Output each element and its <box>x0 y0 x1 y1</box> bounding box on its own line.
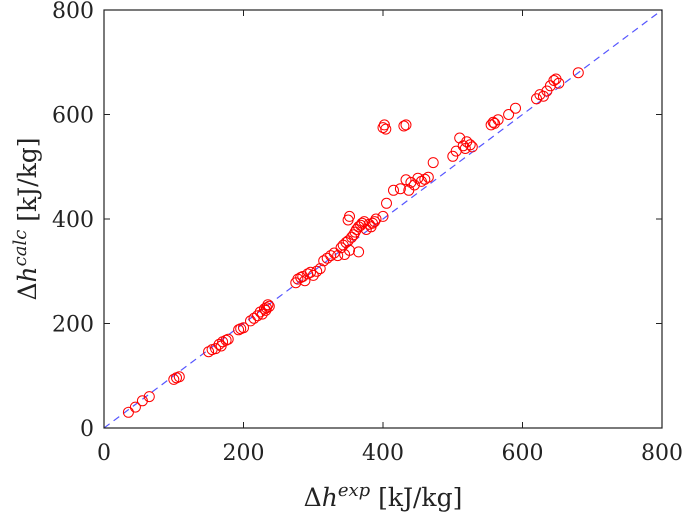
data-point <box>427 157 439 169</box>
data-point <box>398 120 410 132</box>
y-tick-label: 600 <box>52 104 94 129</box>
data-point <box>332 250 344 262</box>
data-point <box>311 265 323 277</box>
data-point <box>252 310 263 322</box>
data-point <box>245 315 256 327</box>
data-point <box>492 114 504 126</box>
data-point <box>403 184 415 196</box>
data-point <box>325 250 337 262</box>
data-point <box>328 247 340 259</box>
data-point <box>349 226 361 238</box>
data-point <box>222 333 234 345</box>
data-point <box>367 217 378 229</box>
data-point <box>256 308 268 320</box>
data-point <box>260 304 272 316</box>
x-axis-label: Δhexp [kJ/kg] <box>304 480 463 512</box>
y-tick-label: 0 <box>80 417 94 442</box>
data-point <box>553 77 565 89</box>
x-tick-label: 600 <box>502 441 544 466</box>
data-point <box>454 132 466 144</box>
data-point <box>305 266 316 278</box>
data-point <box>348 229 360 241</box>
data-point <box>377 210 389 222</box>
data-point <box>355 219 367 231</box>
data-point <box>129 401 141 413</box>
y-tick-label: 200 <box>52 313 94 338</box>
y-tick-label: 400 <box>52 208 94 233</box>
data-point <box>369 216 381 228</box>
x-tick-label: 0 <box>97 441 111 466</box>
data-point <box>263 300 275 312</box>
identity-reference-line <box>103 9 663 429</box>
data-point <box>422 171 434 183</box>
data-point <box>503 109 515 120</box>
data-point <box>233 324 245 336</box>
data-point <box>544 80 556 92</box>
data-points <box>122 67 584 418</box>
data-point <box>400 119 412 131</box>
x-tick-label: 800 <box>641 441 683 466</box>
data-point <box>122 406 134 418</box>
data-point <box>531 93 542 105</box>
data-point <box>370 213 382 225</box>
data-point <box>464 139 476 151</box>
data-point <box>394 183 406 195</box>
data-point <box>377 122 389 134</box>
data-point <box>168 373 180 385</box>
data-point <box>299 275 311 287</box>
data-point <box>419 173 431 185</box>
data-point <box>380 123 392 135</box>
data-point <box>378 119 390 131</box>
data-point <box>262 299 274 311</box>
data-point <box>210 343 222 355</box>
data-point <box>388 184 399 196</box>
data-point <box>466 141 478 153</box>
data-point <box>344 210 355 222</box>
data-point <box>510 102 521 114</box>
axis-ticks: 0 200 400 600 800 0 200 400 600 800 <box>52 0 683 466</box>
data-point <box>307 269 319 281</box>
data-point <box>314 263 326 275</box>
data-point <box>238 322 249 334</box>
reference-layer <box>103 9 663 429</box>
data-point <box>143 391 155 403</box>
y-axis-label: Δhcalc [kJ/kg] <box>10 137 42 300</box>
x-tick-label: 400 <box>362 441 404 466</box>
data-point <box>381 197 392 209</box>
data-point <box>353 246 365 258</box>
y-tick-label: 800 <box>52 0 94 24</box>
data-point <box>321 252 333 264</box>
data-point <box>318 255 330 267</box>
data-point <box>173 371 185 383</box>
data-point <box>457 140 469 152</box>
data-point <box>339 249 351 260</box>
data-point <box>489 117 501 129</box>
data-point <box>572 67 584 79</box>
x-tick-label: 200 <box>223 441 265 466</box>
